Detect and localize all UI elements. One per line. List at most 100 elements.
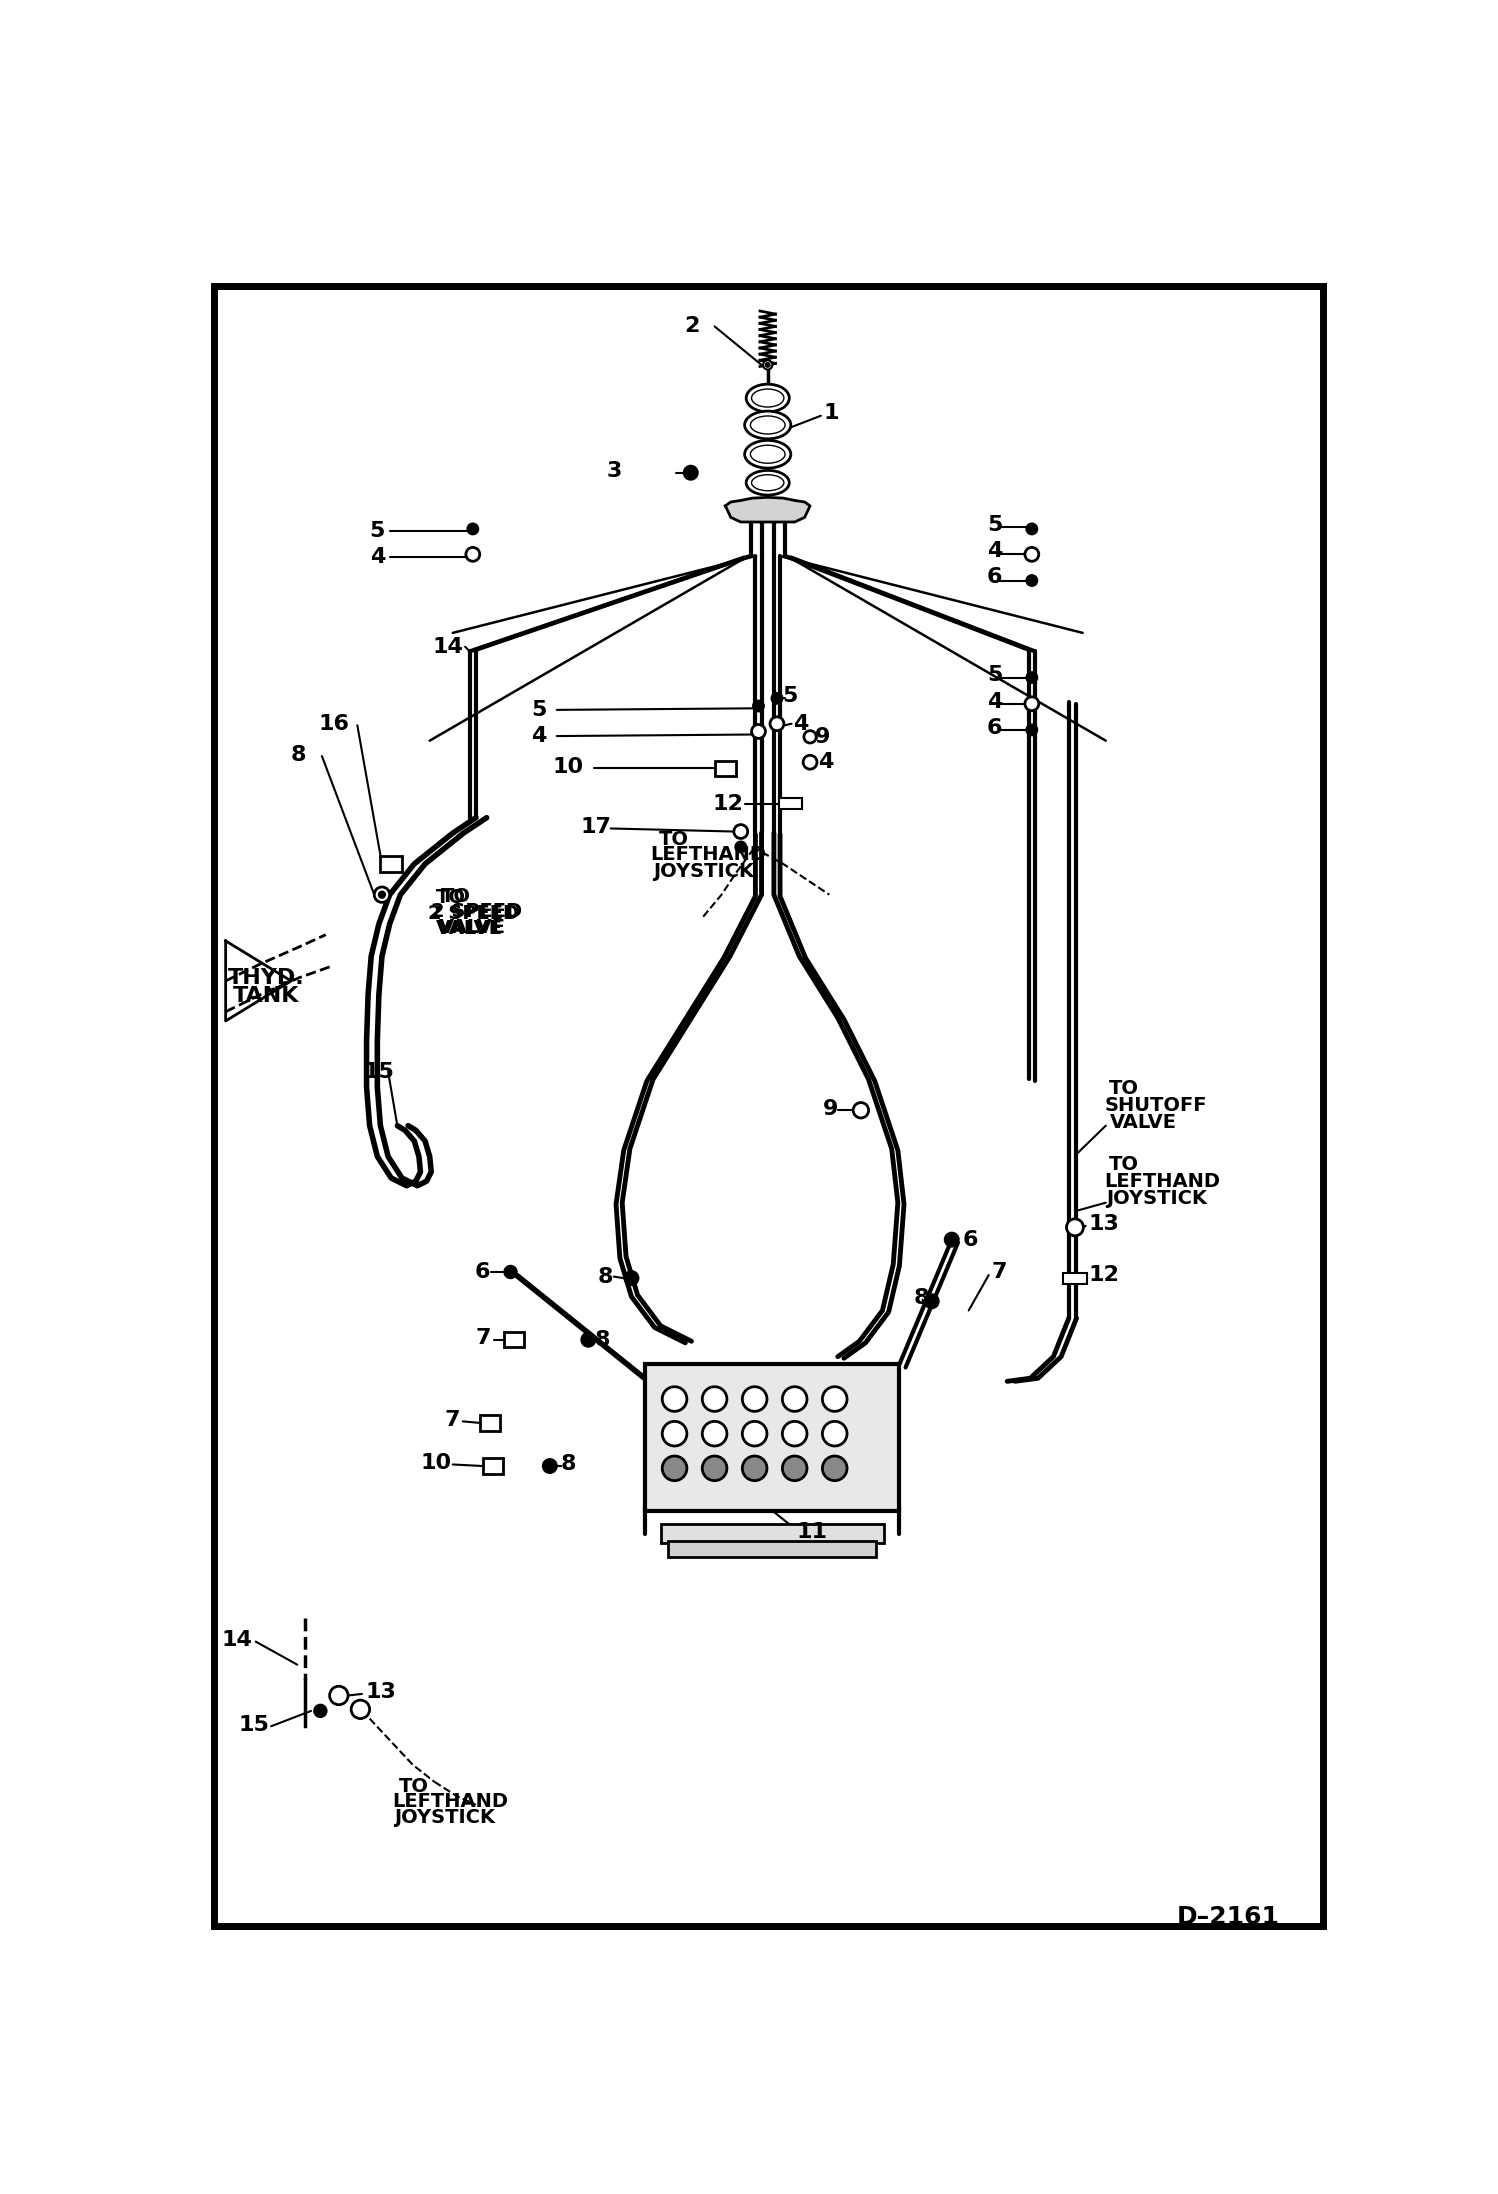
Circle shape: [734, 825, 748, 838]
Polygon shape: [725, 498, 810, 522]
Circle shape: [743, 1422, 767, 1446]
Circle shape: [315, 1705, 327, 1718]
Circle shape: [743, 1457, 767, 1481]
Circle shape: [351, 1700, 370, 1718]
Bar: [715, 761, 736, 777]
Text: 6: 6: [987, 717, 1002, 739]
Text: 5: 5: [370, 522, 385, 542]
Circle shape: [1026, 524, 1037, 535]
Bar: [646, 1365, 899, 1512]
Text: 8: 8: [560, 1455, 577, 1474]
Text: 4: 4: [532, 726, 547, 746]
Circle shape: [822, 1422, 846, 1446]
Polygon shape: [452, 818, 487, 834]
Text: THYD.: THYD.: [228, 968, 304, 987]
Text: 1: 1: [824, 404, 839, 423]
Circle shape: [683, 465, 698, 480]
Circle shape: [1025, 548, 1038, 562]
Text: 13: 13: [1088, 1213, 1119, 1235]
Polygon shape: [391, 1178, 418, 1185]
Bar: [779, 799, 803, 810]
Polygon shape: [379, 895, 400, 924]
Text: TANK: TANK: [234, 987, 300, 1007]
Text: 4: 4: [370, 548, 385, 568]
Text: 10: 10: [419, 1452, 451, 1472]
Circle shape: [752, 724, 765, 739]
Polygon shape: [226, 941, 291, 1020]
Text: SHUTOFF: SHUTOFF: [1104, 1097, 1207, 1115]
Circle shape: [945, 1233, 959, 1246]
Circle shape: [703, 1457, 727, 1481]
Text: 4: 4: [792, 713, 809, 733]
Polygon shape: [389, 864, 425, 895]
Text: 2 SPEED: 2 SPEED: [428, 904, 520, 924]
Circle shape: [703, 1387, 727, 1411]
Polygon shape: [415, 834, 463, 864]
Text: 7: 7: [992, 1262, 1007, 1281]
Text: 3: 3: [607, 461, 622, 480]
Ellipse shape: [746, 470, 789, 496]
Circle shape: [330, 1687, 348, 1705]
Bar: [505, 1332, 524, 1347]
Text: 6: 6: [963, 1229, 978, 1251]
Text: 16: 16: [318, 713, 349, 733]
Polygon shape: [397, 1126, 416, 1130]
Circle shape: [1026, 724, 1037, 735]
Text: TO: TO: [659, 829, 689, 849]
Polygon shape: [416, 1172, 431, 1180]
Polygon shape: [367, 1088, 380, 1126]
Text: 8: 8: [291, 744, 307, 764]
Circle shape: [542, 1459, 557, 1472]
Circle shape: [466, 548, 479, 562]
Text: 4: 4: [818, 753, 833, 772]
Text: JOYSTICK: JOYSTICK: [394, 1808, 496, 1828]
Polygon shape: [369, 957, 382, 994]
Circle shape: [822, 1387, 846, 1411]
Text: 17: 17: [580, 816, 611, 836]
Circle shape: [782, 1457, 807, 1481]
Circle shape: [1067, 1220, 1083, 1235]
Circle shape: [379, 891, 385, 897]
Circle shape: [854, 1104, 869, 1119]
Circle shape: [782, 1422, 807, 1446]
Text: VALVE: VALVE: [436, 919, 503, 939]
Text: 5: 5: [782, 687, 798, 706]
Polygon shape: [367, 994, 379, 1040]
Polygon shape: [372, 924, 389, 957]
Text: D–2161: D–2161: [1176, 1904, 1279, 1929]
Text: 15: 15: [238, 1716, 270, 1735]
Text: 4: 4: [987, 542, 1002, 562]
Bar: [661, 1525, 884, 1542]
Circle shape: [770, 717, 783, 731]
Text: 12: 12: [713, 794, 745, 814]
Text: 14: 14: [222, 1630, 253, 1650]
Polygon shape: [415, 1141, 430, 1156]
Bar: [380, 856, 401, 871]
Circle shape: [1025, 698, 1038, 711]
Circle shape: [1026, 575, 1037, 586]
Text: 4: 4: [987, 691, 1002, 713]
Circle shape: [753, 700, 764, 711]
Ellipse shape: [745, 441, 791, 467]
Text: 8: 8: [595, 1330, 610, 1349]
Bar: [668, 1542, 876, 1558]
Circle shape: [771, 693, 782, 704]
Bar: [1064, 1273, 1086, 1283]
Circle shape: [924, 1294, 939, 1308]
Ellipse shape: [746, 384, 789, 412]
Text: 5: 5: [987, 516, 1002, 535]
Text: TO: TO: [442, 886, 472, 906]
Bar: [482, 1459, 503, 1474]
Polygon shape: [404, 1130, 425, 1141]
Text: VALVE: VALVE: [1110, 1112, 1176, 1132]
Text: VALVE: VALVE: [439, 917, 506, 937]
Circle shape: [762, 360, 773, 369]
Text: 7: 7: [445, 1411, 460, 1430]
Polygon shape: [406, 1180, 427, 1185]
Text: 9: 9: [815, 726, 830, 746]
Text: 5: 5: [532, 700, 547, 720]
Circle shape: [804, 731, 816, 744]
Polygon shape: [370, 1126, 388, 1156]
Text: 8: 8: [914, 1288, 929, 1308]
Circle shape: [467, 524, 478, 535]
